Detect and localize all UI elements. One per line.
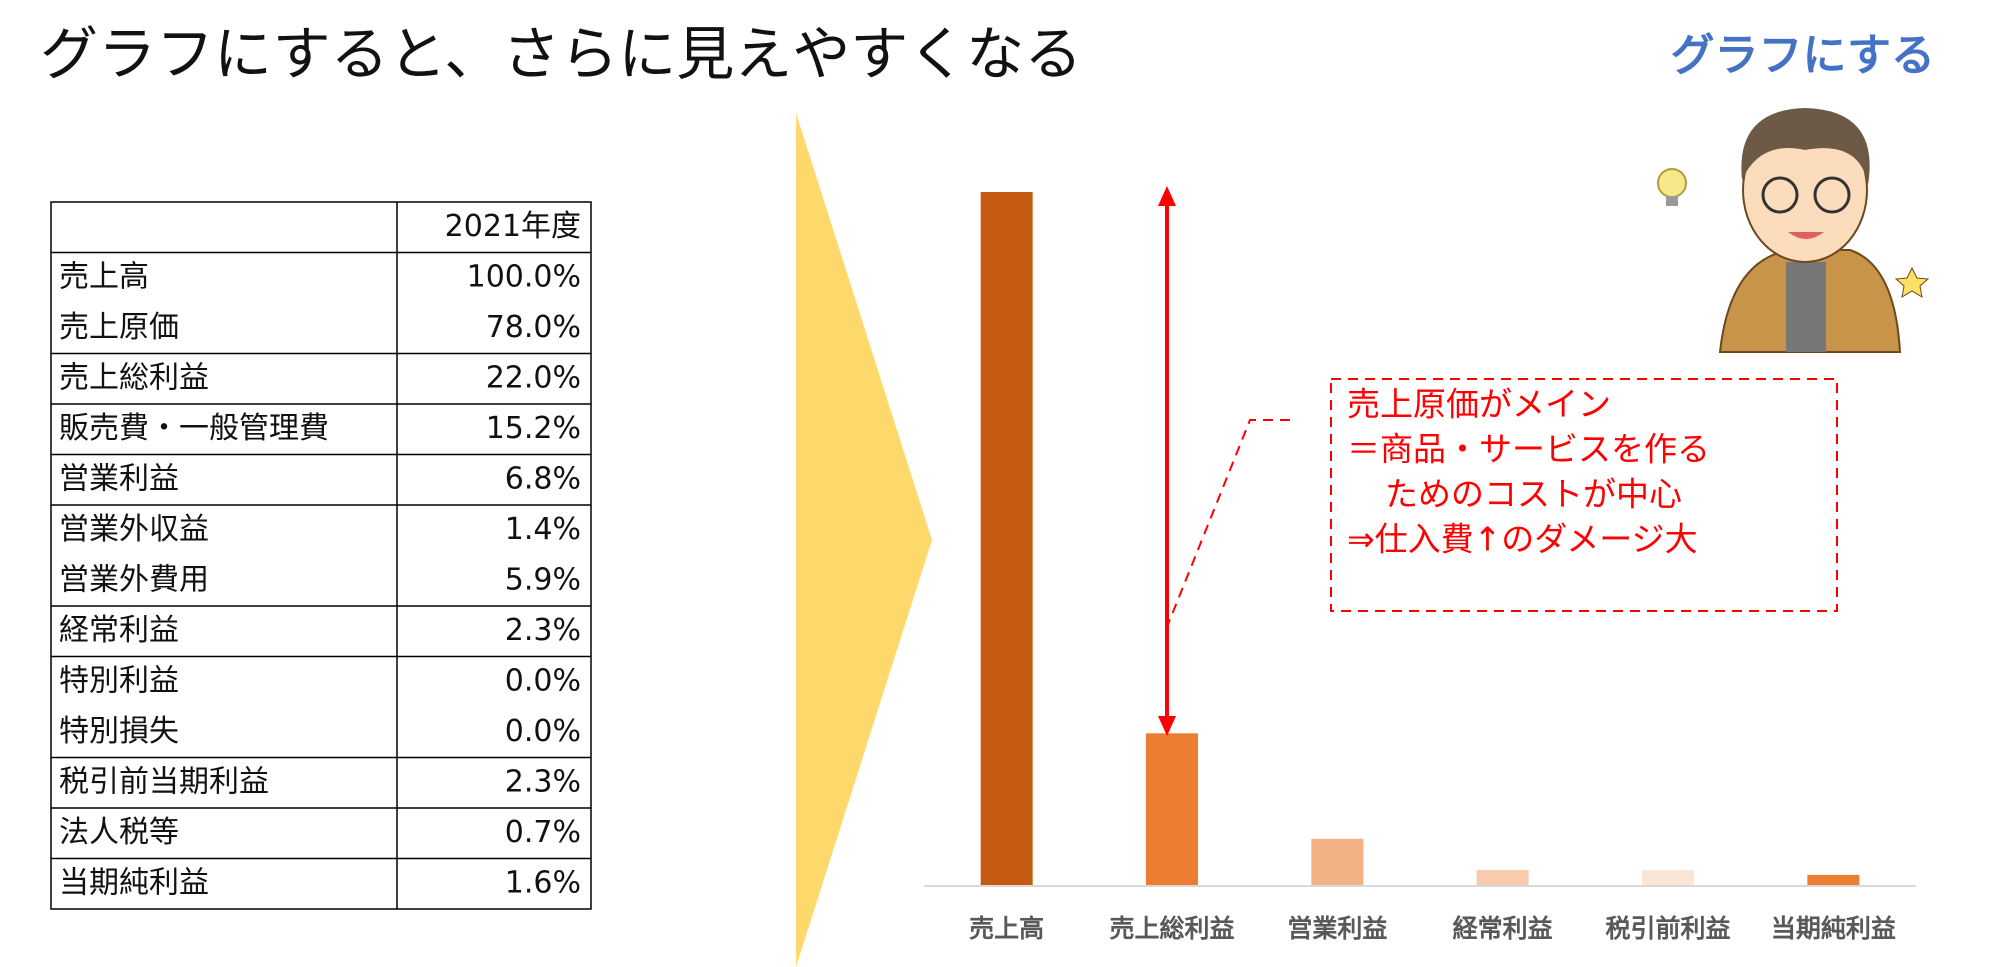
row-label: 当期純利益 bbox=[59, 865, 209, 900]
row-value: 2.3% bbox=[505, 764, 581, 799]
bar bbox=[1476, 870, 1529, 886]
row-value: 0.0% bbox=[505, 663, 581, 698]
badge: グラフにする bbox=[1671, 30, 1935, 81]
row-label: 経常利益 bbox=[59, 613, 179, 648]
row-label: 売上総利益 bbox=[59, 360, 209, 395]
row-value: 22.0% bbox=[486, 360, 581, 395]
row-value: 0.0% bbox=[505, 714, 581, 749]
callout-line: 売上原価がメイン bbox=[1347, 385, 1611, 424]
x-tick-label: 経常利益 bbox=[1453, 914, 1553, 943]
row-value: 15.2% bbox=[486, 411, 581, 446]
row-label: 法人税等 bbox=[59, 815, 179, 850]
x-tick-label: 税引前利益 bbox=[1605, 914, 1730, 943]
bar bbox=[1807, 874, 1860, 886]
row-value: 1.6% bbox=[505, 865, 581, 900]
bar bbox=[980, 192, 1033, 886]
row-label: 営業利益 bbox=[59, 461, 179, 496]
x-tick-label: 売上高 bbox=[969, 914, 1044, 943]
row-value: 2.3% bbox=[505, 613, 581, 648]
row-label: 販売費・一般管理費 bbox=[59, 411, 329, 446]
row-value: 1.4% bbox=[505, 512, 581, 547]
callout-line: ためのコストが中心 bbox=[1385, 475, 1682, 514]
table-border bbox=[50, 201, 592, 910]
row-value: 78.0% bbox=[486, 310, 581, 345]
bar bbox=[1146, 733, 1198, 886]
row-value: 6.8% bbox=[505, 461, 581, 496]
callout-line: ＝商品・サービスを作る bbox=[1347, 430, 1710, 469]
arrow-head bbox=[1158, 716, 1176, 736]
bar bbox=[1642, 870, 1694, 886]
character-illustration bbox=[1657, 108, 1930, 353]
bar bbox=[1311, 838, 1364, 886]
chart: 売上高 売上総利益 営業利益 経常利益 税引前利益 当期純利益 bbox=[924, 192, 1916, 943]
arrow-shape bbox=[796, 113, 932, 967]
row-label: 税引前当期利益 bbox=[59, 764, 269, 799]
row-label: 特別利益 bbox=[59, 663, 179, 698]
x-tick-label: 営業利益 bbox=[1287, 914, 1387, 943]
row-value: 5.9% bbox=[505, 562, 581, 597]
callout-line: ⇒仕入費↑のダメージ大 bbox=[1347, 520, 1698, 559]
row-label: 売上原価 bbox=[59, 310, 179, 345]
row-label: 特別損失 bbox=[59, 714, 179, 749]
row-label: 営業外費用 bbox=[59, 562, 209, 597]
row-value: 100.0% bbox=[467, 259, 581, 294]
table-header: 2021年度 bbox=[445, 209, 581, 244]
arrow-head bbox=[1158, 186, 1176, 206]
connector bbox=[1166, 419, 1290, 628]
row-label: 営業外収益 bbox=[59, 512, 209, 547]
slide-title: グラフにすると、さらに見えやすくなる bbox=[40, 20, 1082, 88]
row-value: 0.7% bbox=[505, 815, 581, 850]
x-tick-label: 売上総利益 bbox=[1109, 914, 1234, 943]
callout-box bbox=[1330, 378, 1838, 612]
x-tick-label: 当期純利益 bbox=[1771, 914, 1896, 943]
row-label: 売上高 bbox=[59, 259, 149, 294]
